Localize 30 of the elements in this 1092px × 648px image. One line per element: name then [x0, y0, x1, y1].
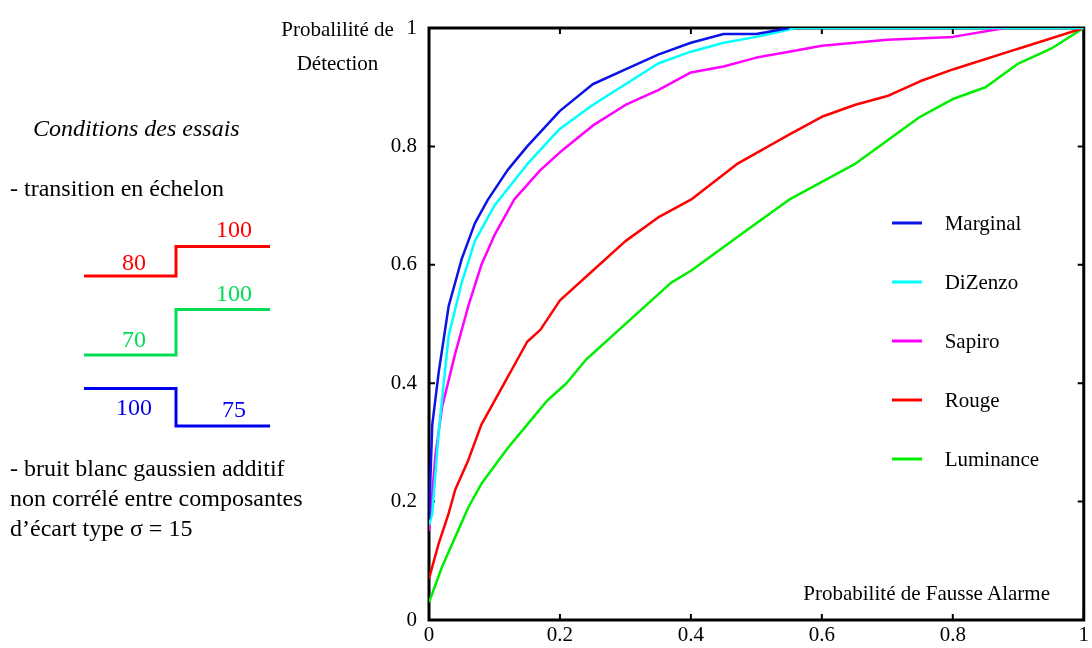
text: 100 [215, 280, 253, 306]
x-tick-label: 0.2 [546, 622, 574, 647]
x-axis-title: Probabilité de Fausse Alarme [803, 580, 1050, 607]
legend-label: Sapiro [944, 328, 1000, 354]
y-tick-label: 0.6 [390, 251, 417, 276]
text: non corrélé entre composantes [10, 484, 303, 513]
x-tick-label: 0.4 [677, 622, 705, 647]
text: - transition en échelon [10, 174, 224, 203]
text: 80 [121, 249, 147, 275]
text: - bruit blanc gaussien additif [10, 454, 285, 483]
legend-label: DiZenzo [944, 269, 1019, 295]
x-tick-label: 0 [423, 622, 435, 647]
text: 100 [115, 394, 153, 420]
text: 100 [215, 216, 253, 242]
x-tick-label: 0.6 [808, 622, 835, 647]
y-tick-label: 0.4 [390, 369, 418, 394]
text: 75 [221, 396, 247, 422]
text: Conditions des essais [33, 114, 240, 143]
legend-label: Marginal [944, 210, 1022, 236]
text: d’écart type σ = 15 [10, 514, 193, 543]
x-tick-label: 0.8 [939, 622, 966, 647]
y-tick-label: 0.8 [390, 132, 417, 157]
y-axis-title: Probalilité de Détection [280, 16, 395, 77]
y-tick-label: 0.2 [390, 488, 417, 513]
legend-label: Rouge [944, 387, 1000, 413]
y-tick-label: 1 [406, 14, 417, 39]
legend-label: Luminance [944, 446, 1040, 472]
text: 70 [121, 326, 147, 352]
x-tick-label: 1 [1078, 622, 1089, 647]
y-tick-label: 0 [406, 606, 417, 631]
